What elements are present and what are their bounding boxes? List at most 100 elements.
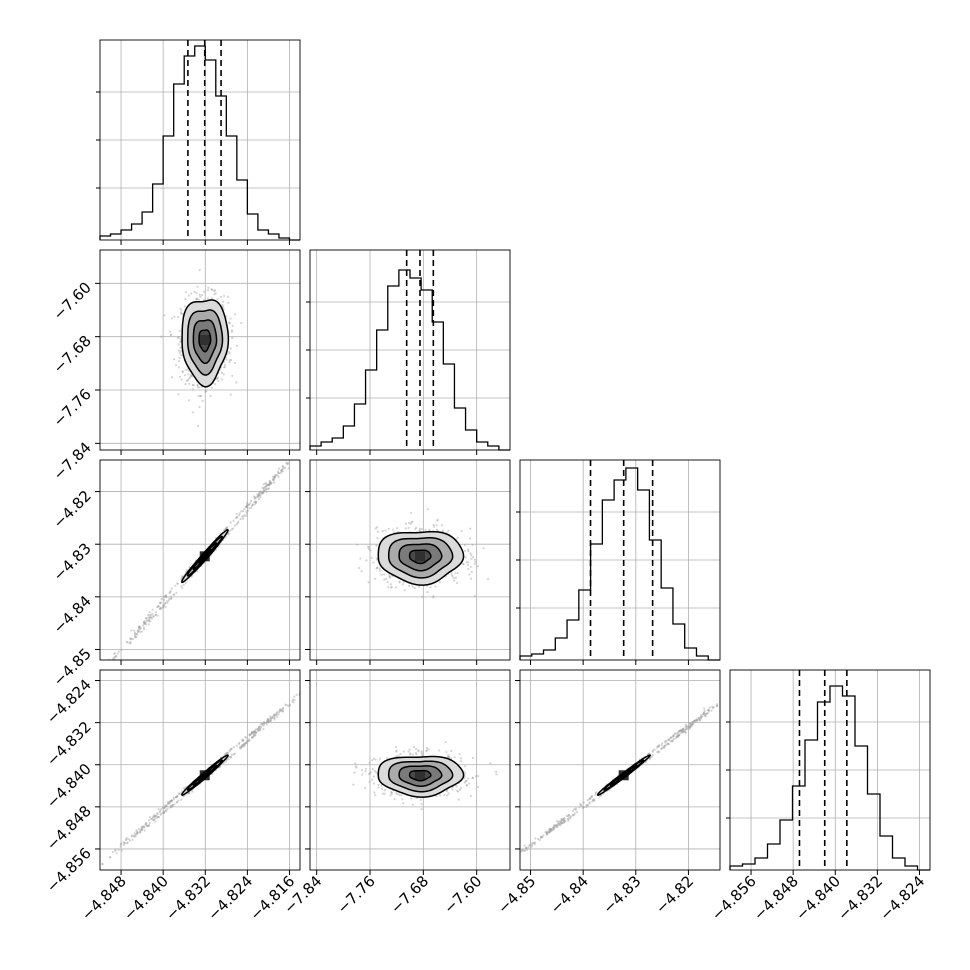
scatter-point: [230, 753, 233, 756]
scatter-point: [675, 735, 678, 738]
scatter-point: [464, 780, 468, 783]
scatter-point: [566, 818, 569, 821]
scatter-point: [247, 503, 251, 506]
x-tick-label: −4.824: [204, 872, 256, 924]
scatter-point: [250, 506, 253, 509]
scatter-point: [143, 620, 146, 623]
scatter-point: [676, 734, 680, 738]
scatter-point: [211, 289, 214, 292]
scatter-point: [549, 828, 553, 831]
scatter-point: [585, 805, 588, 809]
scatter-point: [187, 377, 190, 380]
scatter-point: [128, 839, 132, 842]
scatter-point: [691, 723, 694, 726]
scatter-point: [396, 527, 399, 530]
scatter-point: [651, 753, 655, 757]
scatter-point: [257, 491, 261, 495]
scatter-point: [134, 835, 137, 838]
scatter-point: [143, 825, 146, 829]
scatter-point: [657, 750, 661, 754]
scatter-point: [445, 790, 448, 793]
scatter-point: [249, 733, 252, 737]
scatter-point: [234, 516, 238, 520]
scatter-point: [268, 483, 271, 486]
density-core: [415, 551, 425, 562]
scatter-point: [676, 734, 679, 738]
scatter-point: [656, 746, 659, 749]
scatter-point: [125, 838, 128, 841]
scatter-point: [454, 576, 457, 580]
scatter-point: [196, 297, 199, 300]
scatter-point: [679, 729, 682, 732]
scatter-point: [145, 822, 148, 825]
scatter-point: [163, 602, 167, 605]
scatter-point: [281, 465, 285, 468]
scatter-point: [701, 713, 704, 716]
scatter-point: [270, 717, 273, 720]
scatter-point: [115, 655, 118, 658]
scatter-point: [477, 774, 480, 778]
scatter-point: [205, 389, 208, 393]
scatter-point: [436, 518, 439, 521]
scatter-point: [125, 836, 128, 840]
scatter-point: [463, 765, 467, 768]
scatter-point: [440, 524, 444, 527]
scatter-point: [235, 523, 238, 526]
scatter-point: [229, 393, 232, 396]
scatter-point: [171, 804, 174, 807]
scatter-point: [353, 771, 356, 774]
scatter-point: [259, 490, 262, 493]
scatter-point: [230, 747, 233, 750]
scatter-point: [537, 837, 540, 841]
scatter-point: [177, 799, 180, 802]
scatter-point: [200, 394, 203, 398]
scatter-point: [568, 817, 571, 820]
scatter-point: [149, 817, 153, 820]
scatter-point: [681, 728, 684, 731]
contour-line: [181, 529, 229, 584]
scatter-point: [127, 838, 130, 841]
contour-line: [192, 319, 218, 365]
scatter-point: [292, 701, 295, 704]
scatter-point: [144, 623, 148, 626]
scatter-point: [111, 850, 115, 854]
scatter-point: [119, 842, 123, 845]
scatter-point: [280, 468, 284, 472]
scatter-point: [164, 594, 168, 597]
scatter-point: [684, 728, 688, 731]
scatter-point: [166, 802, 170, 806]
scatter-point: [281, 710, 285, 713]
scatter-point: [250, 504, 253, 507]
scatter-point: [106, 666, 108, 668]
scatter-point: [704, 712, 707, 716]
scatter-point: [185, 291, 188, 294]
scatter-point: [402, 581, 405, 584]
scatter-point: [355, 766, 358, 769]
scatter-point: [196, 386, 199, 389]
scatter-point: [274, 473, 278, 476]
scatter-point: [471, 556, 475, 559]
scatter-point: [293, 699, 296, 702]
scatter-point: [672, 734, 676, 738]
scatter-point: [262, 486, 265, 489]
scatter-point: [224, 527, 228, 530]
scatter-point: [266, 718, 269, 721]
scatter-point: [143, 621, 146, 625]
scatter-point: [216, 298, 219, 301]
scatter-point: [250, 731, 253, 734]
scatter-point: [390, 792, 393, 795]
x-tick-label: −4.832: [834, 872, 886, 924]
scatter-point: [271, 716, 274, 719]
scatter-point: [415, 753, 418, 756]
scatter-point: [669, 740, 672, 743]
scatter-point: [169, 595, 173, 598]
scatter-point: [680, 729, 683, 732]
scatter-point: [360, 570, 363, 573]
panel-frame: [519, 459, 721, 661]
scatter-point: [435, 794, 438, 798]
scatter-point: [559, 820, 562, 823]
scatter-point: [280, 709, 283, 712]
scatter-point: [243, 744, 246, 747]
scatter-point: [223, 366, 226, 369]
scatter-point: [251, 732, 254, 735]
